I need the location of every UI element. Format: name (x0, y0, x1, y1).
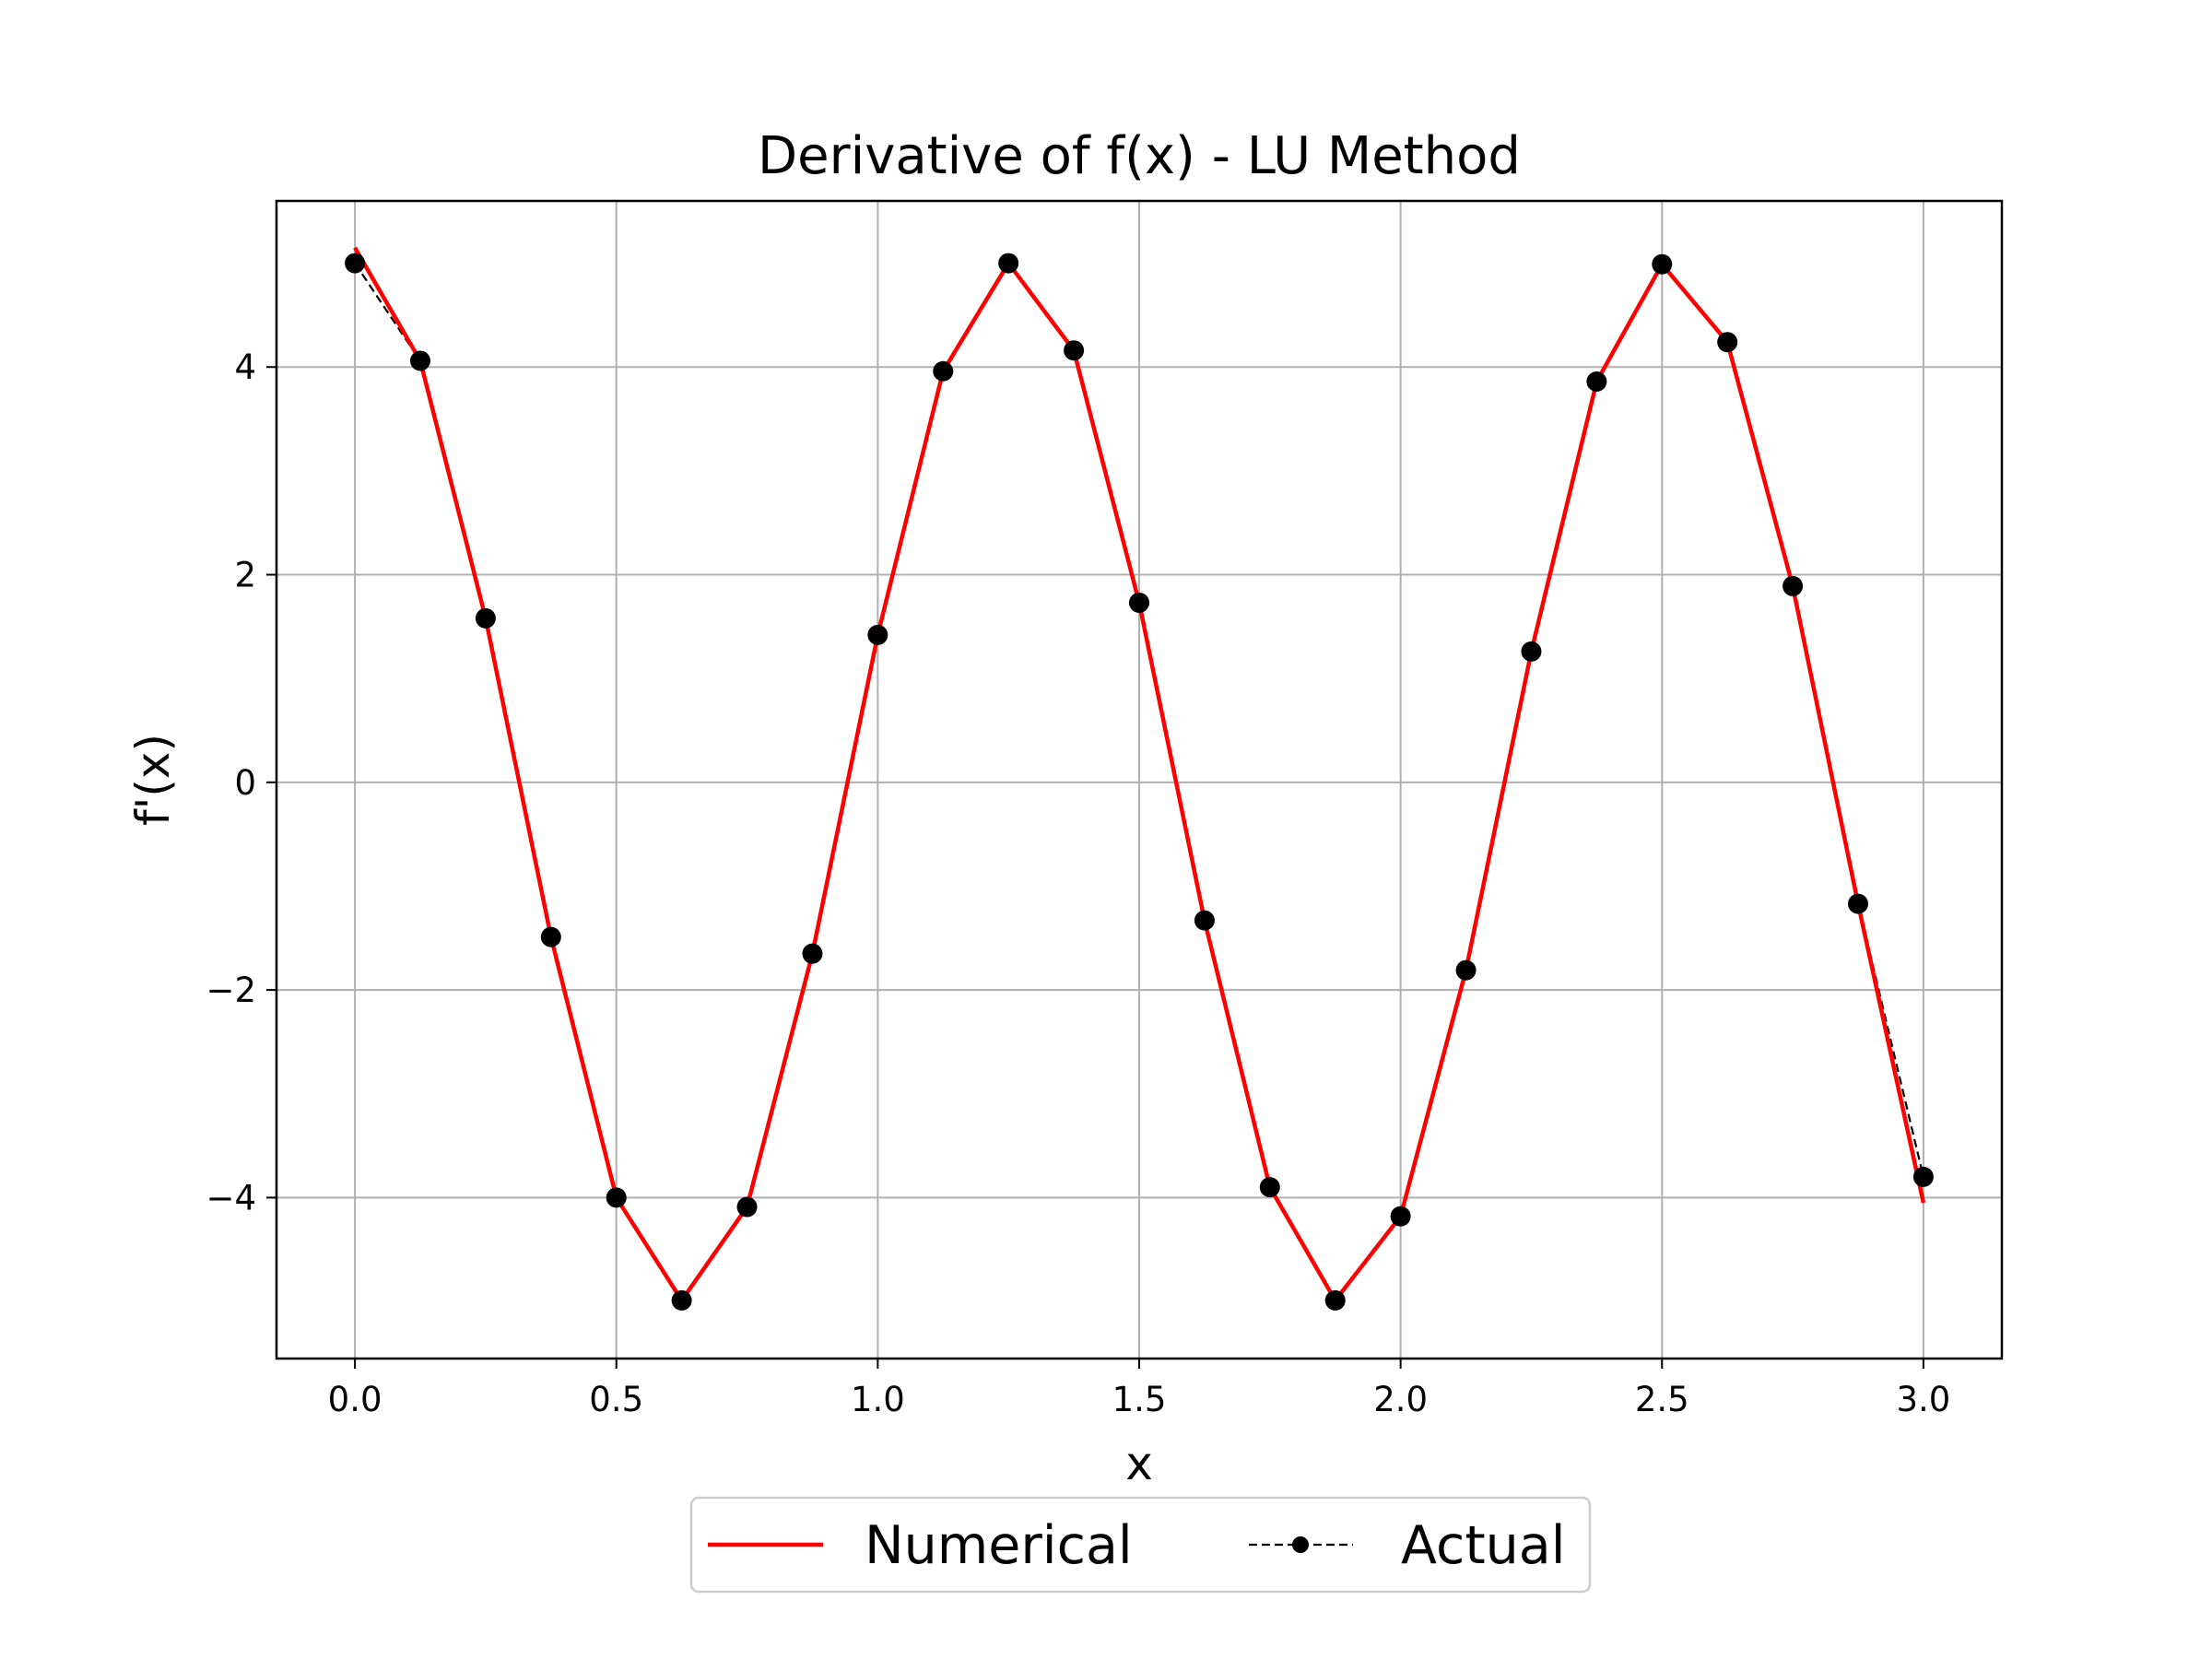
x-tick-label: 1.0 (851, 1380, 905, 1419)
axis-ticks: 0.0 0.5 1.0 1.5 2.0 2.5 3.0 −4 −2 0 2 4 (206, 347, 1950, 1419)
legend-box (689, 1496, 1592, 1594)
x-tick-label: 0.0 (328, 1380, 382, 1419)
data-point-actual (802, 943, 823, 964)
legend-marker-actual (1292, 1536, 1309, 1553)
data-point-actual (1783, 575, 1804, 596)
y-tick-label: 4 (234, 347, 256, 387)
data-point-actual (1717, 332, 1738, 353)
data-point-actual (933, 360, 954, 382)
data-point-actual (606, 1187, 627, 1208)
data-point-actual (671, 1289, 692, 1311)
data-point-actual (1390, 1206, 1411, 1227)
data-point-actual (1194, 910, 1215, 931)
x-axis-label: x (1125, 1437, 1153, 1490)
data-point-actual (345, 253, 366, 274)
grid (276, 201, 2002, 1359)
data-point-actual (736, 1196, 758, 1218)
x-tick-label: 3.0 (1896, 1380, 1950, 1419)
x-tick-label: 2.5 (1635, 1380, 1689, 1419)
x-tick-label: 0.5 (589, 1380, 643, 1419)
y-tick-label: −2 (206, 971, 256, 1010)
y-tick-label: 0 (234, 763, 256, 803)
y-tick-label: −4 (206, 1178, 256, 1218)
data-point-actual (1455, 959, 1477, 981)
data-point-actual (867, 624, 888, 645)
data-point-actual (540, 926, 561, 947)
y-tick-label: 2 (234, 556, 256, 595)
series-layer (345, 246, 1934, 1311)
data-point-actual (1586, 371, 1607, 393)
data-point-actual (1324, 1289, 1346, 1311)
legend: Numerical Actual (689, 1496, 1592, 1594)
y-axis-label: f'(x) (126, 734, 180, 826)
data-point-actual (1521, 641, 1542, 662)
data-point-actual (1848, 893, 1868, 914)
data-point-actual (1652, 253, 1673, 275)
legend-label-numerical: Numerical (865, 1515, 1133, 1576)
data-point-actual (1129, 592, 1149, 613)
x-tick-label: 2.0 (1373, 1380, 1428, 1419)
data-point-actual (410, 350, 430, 371)
legend-label-actual: Actual (1401, 1515, 1566, 1576)
data-point-actual (1259, 1177, 1280, 1198)
data-point-actual (1064, 340, 1085, 361)
data-point-actual (1912, 1166, 1934, 1187)
chart-title: Derivative of f(x) - LU Method (758, 126, 1521, 186)
data-point-actual (475, 607, 496, 629)
x-tick-label: 1.5 (1112, 1380, 1167, 1419)
data-point-actual (998, 253, 1019, 274)
